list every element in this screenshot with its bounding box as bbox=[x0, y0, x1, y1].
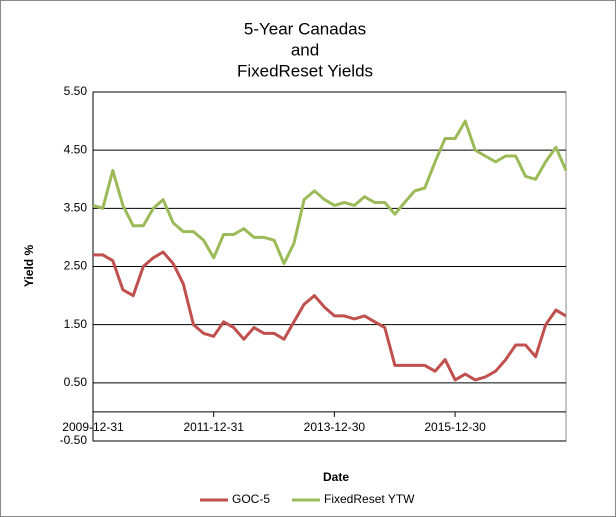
chart-title: and bbox=[291, 40, 319, 59]
y-tick-label: 3.50 bbox=[64, 201, 88, 215]
legend-label: FixedReset YTW bbox=[324, 492, 415, 506]
x-tick-label: 2009-12-31 bbox=[62, 420, 124, 434]
y-tick-label: 1.50 bbox=[64, 317, 88, 331]
legend-label: GOC-5 bbox=[232, 492, 270, 506]
y-tick-label: 2.50 bbox=[64, 259, 88, 273]
x-tick-label: 2011-12-31 bbox=[183, 420, 244, 434]
x-axis-title: Date bbox=[323, 470, 349, 484]
chart-title: 5-Year Canadas bbox=[244, 19, 366, 38]
x-tick-label: 2015-12-30 bbox=[424, 420, 486, 434]
series-line bbox=[92, 119, 568, 266]
y-tick-label: 0.50 bbox=[64, 375, 88, 389]
y-tick-label: 4.50 bbox=[64, 142, 88, 156]
y-tick-label: 5.50 bbox=[64, 84, 88, 98]
x-tick-label: 2013-12-30 bbox=[304, 420, 366, 434]
y-axis-title: Yield % bbox=[22, 245, 36, 288]
series-line bbox=[93, 250, 567, 382]
y-tick-label: -0.50 bbox=[60, 433, 88, 447]
chart-title: FixedReset Yields bbox=[237, 61, 373, 80]
